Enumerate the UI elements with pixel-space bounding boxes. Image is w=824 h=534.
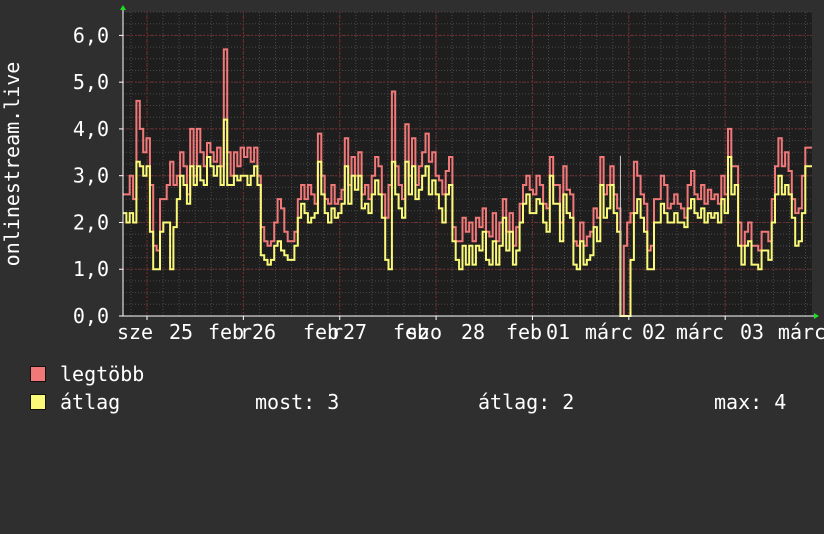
legend-row-avg: átlag most: 3 átlag: 2 max: 4: [30, 390, 820, 414]
y-axis-label: onlinestream.live: [0, 62, 24, 267]
y-tick-label: 3,0: [73, 164, 109, 188]
x-tick-label: 01: [546, 320, 570, 344]
grid: [123, 11, 812, 317]
x-tick-label: feb: [303, 320, 339, 344]
y-tick-label: 5,0: [73, 70, 109, 94]
legend-label-avg: átlag: [60, 390, 121, 414]
x-tick-label: sze: [117, 320, 153, 344]
stat-max: max: 4: [714, 390, 787, 414]
y-tick-label: 6,0: [73, 23, 109, 47]
x-tick-label: feb: [393, 320, 429, 344]
x-tick-label: 03: [740, 320, 764, 344]
legend-swatch-avg: [30, 394, 46, 410]
series-line-max: [123, 48, 812, 317]
x-axis-arrow-icon: [814, 313, 819, 319]
y-tick-label: 1,0: [73, 257, 109, 281]
y-tick-label: 0,0: [73, 304, 109, 328]
x-tick-label: márc: [585, 320, 633, 344]
x-tick-label: r26: [240, 320, 276, 344]
y-axis-arrow-icon: [120, 5, 126, 10]
y-tick-label: 4,0: [73, 117, 109, 141]
stat-now: most: 3: [255, 390, 340, 414]
legend-swatch-max: [30, 366, 46, 382]
x-tick-label: 25: [169, 320, 193, 344]
x-tick-label: 28: [461, 320, 485, 344]
x-tick-label: r27: [331, 320, 367, 344]
x-tick-label: feb: [208, 320, 244, 344]
series-layer: [123, 48, 812, 317]
x-tick-label: márc: [778, 320, 824, 344]
stat-avg: átlag: 2: [478, 390, 575, 414]
legend-row-max: legtöbb: [30, 362, 144, 386]
x-tick-label: feb: [506, 320, 542, 344]
x-tick-label: szo: [406, 320, 442, 344]
legend-label-max: legtöbb: [60, 362, 145, 386]
y-tick-label: 2,0: [73, 210, 109, 234]
x-tick-label: márc: [676, 320, 724, 344]
x-tick-label: 02: [642, 320, 666, 344]
axes: [119, 5, 819, 320]
series-line-avg: [123, 118, 812, 317]
